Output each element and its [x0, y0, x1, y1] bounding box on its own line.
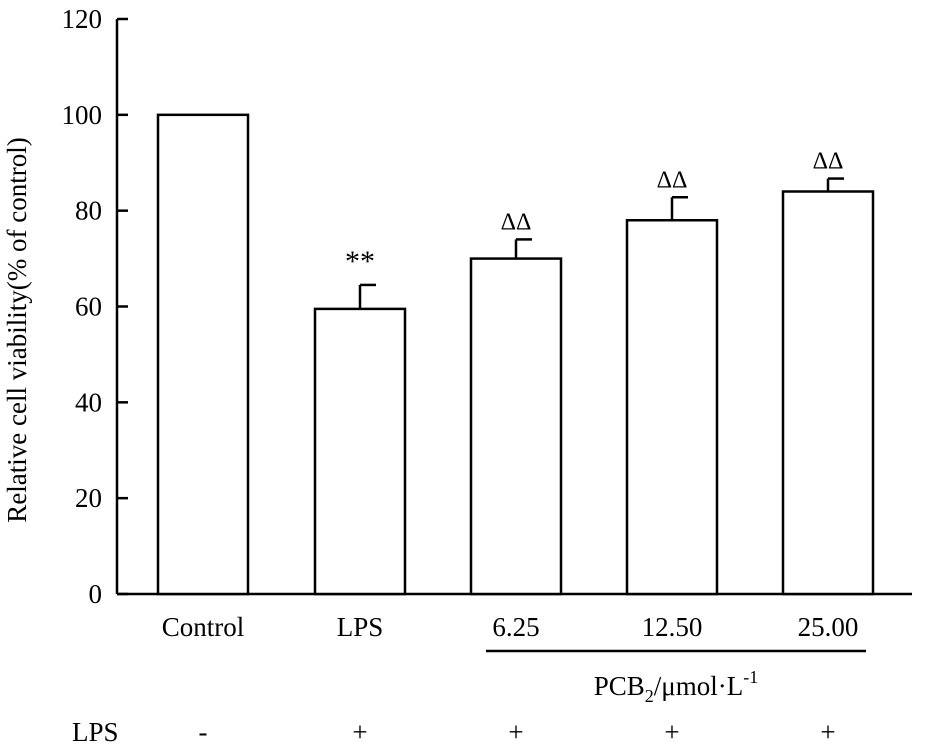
y-tick-label: 80 — [75, 196, 102, 226]
bar — [781, 190, 875, 596]
significance-label: ΔΔ — [501, 209, 532, 235]
y-tick-label: 100 — [62, 100, 103, 130]
lps-row-value: + — [352, 717, 367, 747]
y-tick-label: 60 — [75, 292, 102, 322]
bar — [625, 219, 719, 596]
y-tick-label: 120 — [62, 4, 103, 34]
lps-row-label: LPS — [72, 717, 119, 747]
group-label: PCB2/μmol·L-1 — [594, 667, 759, 706]
significance-label: ΔΔ — [813, 149, 844, 175]
y-tick-label: 20 — [75, 483, 102, 513]
lps-row-value: + — [820, 717, 835, 747]
y-ticks: 0 20 40 60 80 100 120 — [62, 4, 128, 609]
lps-row-value: - — [199, 717, 208, 747]
lps-row-values: - + + + + — [199, 717, 836, 747]
bars: ** ΔΔ ΔΔ ΔΔ — [156, 113, 875, 596]
lps-row-value: + — [664, 717, 679, 747]
x-tick-label: 25.00 — [798, 612, 859, 642]
lps-row-value: + — [508, 717, 523, 747]
x-tick-label: 12.50 — [642, 612, 703, 642]
bar — [156, 113, 250, 596]
x-tick-labels: Control LPS 6.25 12.50 25.00 — [162, 612, 859, 642]
y-tick-label: 40 — [75, 387, 102, 417]
y-tick-label: 0 — [89, 579, 103, 609]
x-tick-label: 6.25 — [492, 612, 539, 642]
bar — [469, 257, 563, 596]
y-axis-label: Relative cell viability(% of control) — [2, 137, 32, 522]
significance-label: ** — [345, 245, 375, 278]
bar — [313, 307, 407, 596]
significance-label: ΔΔ — [657, 167, 688, 193]
x-tick-label: LPS — [337, 612, 384, 642]
x-tick-label: Control — [162, 612, 245, 642]
